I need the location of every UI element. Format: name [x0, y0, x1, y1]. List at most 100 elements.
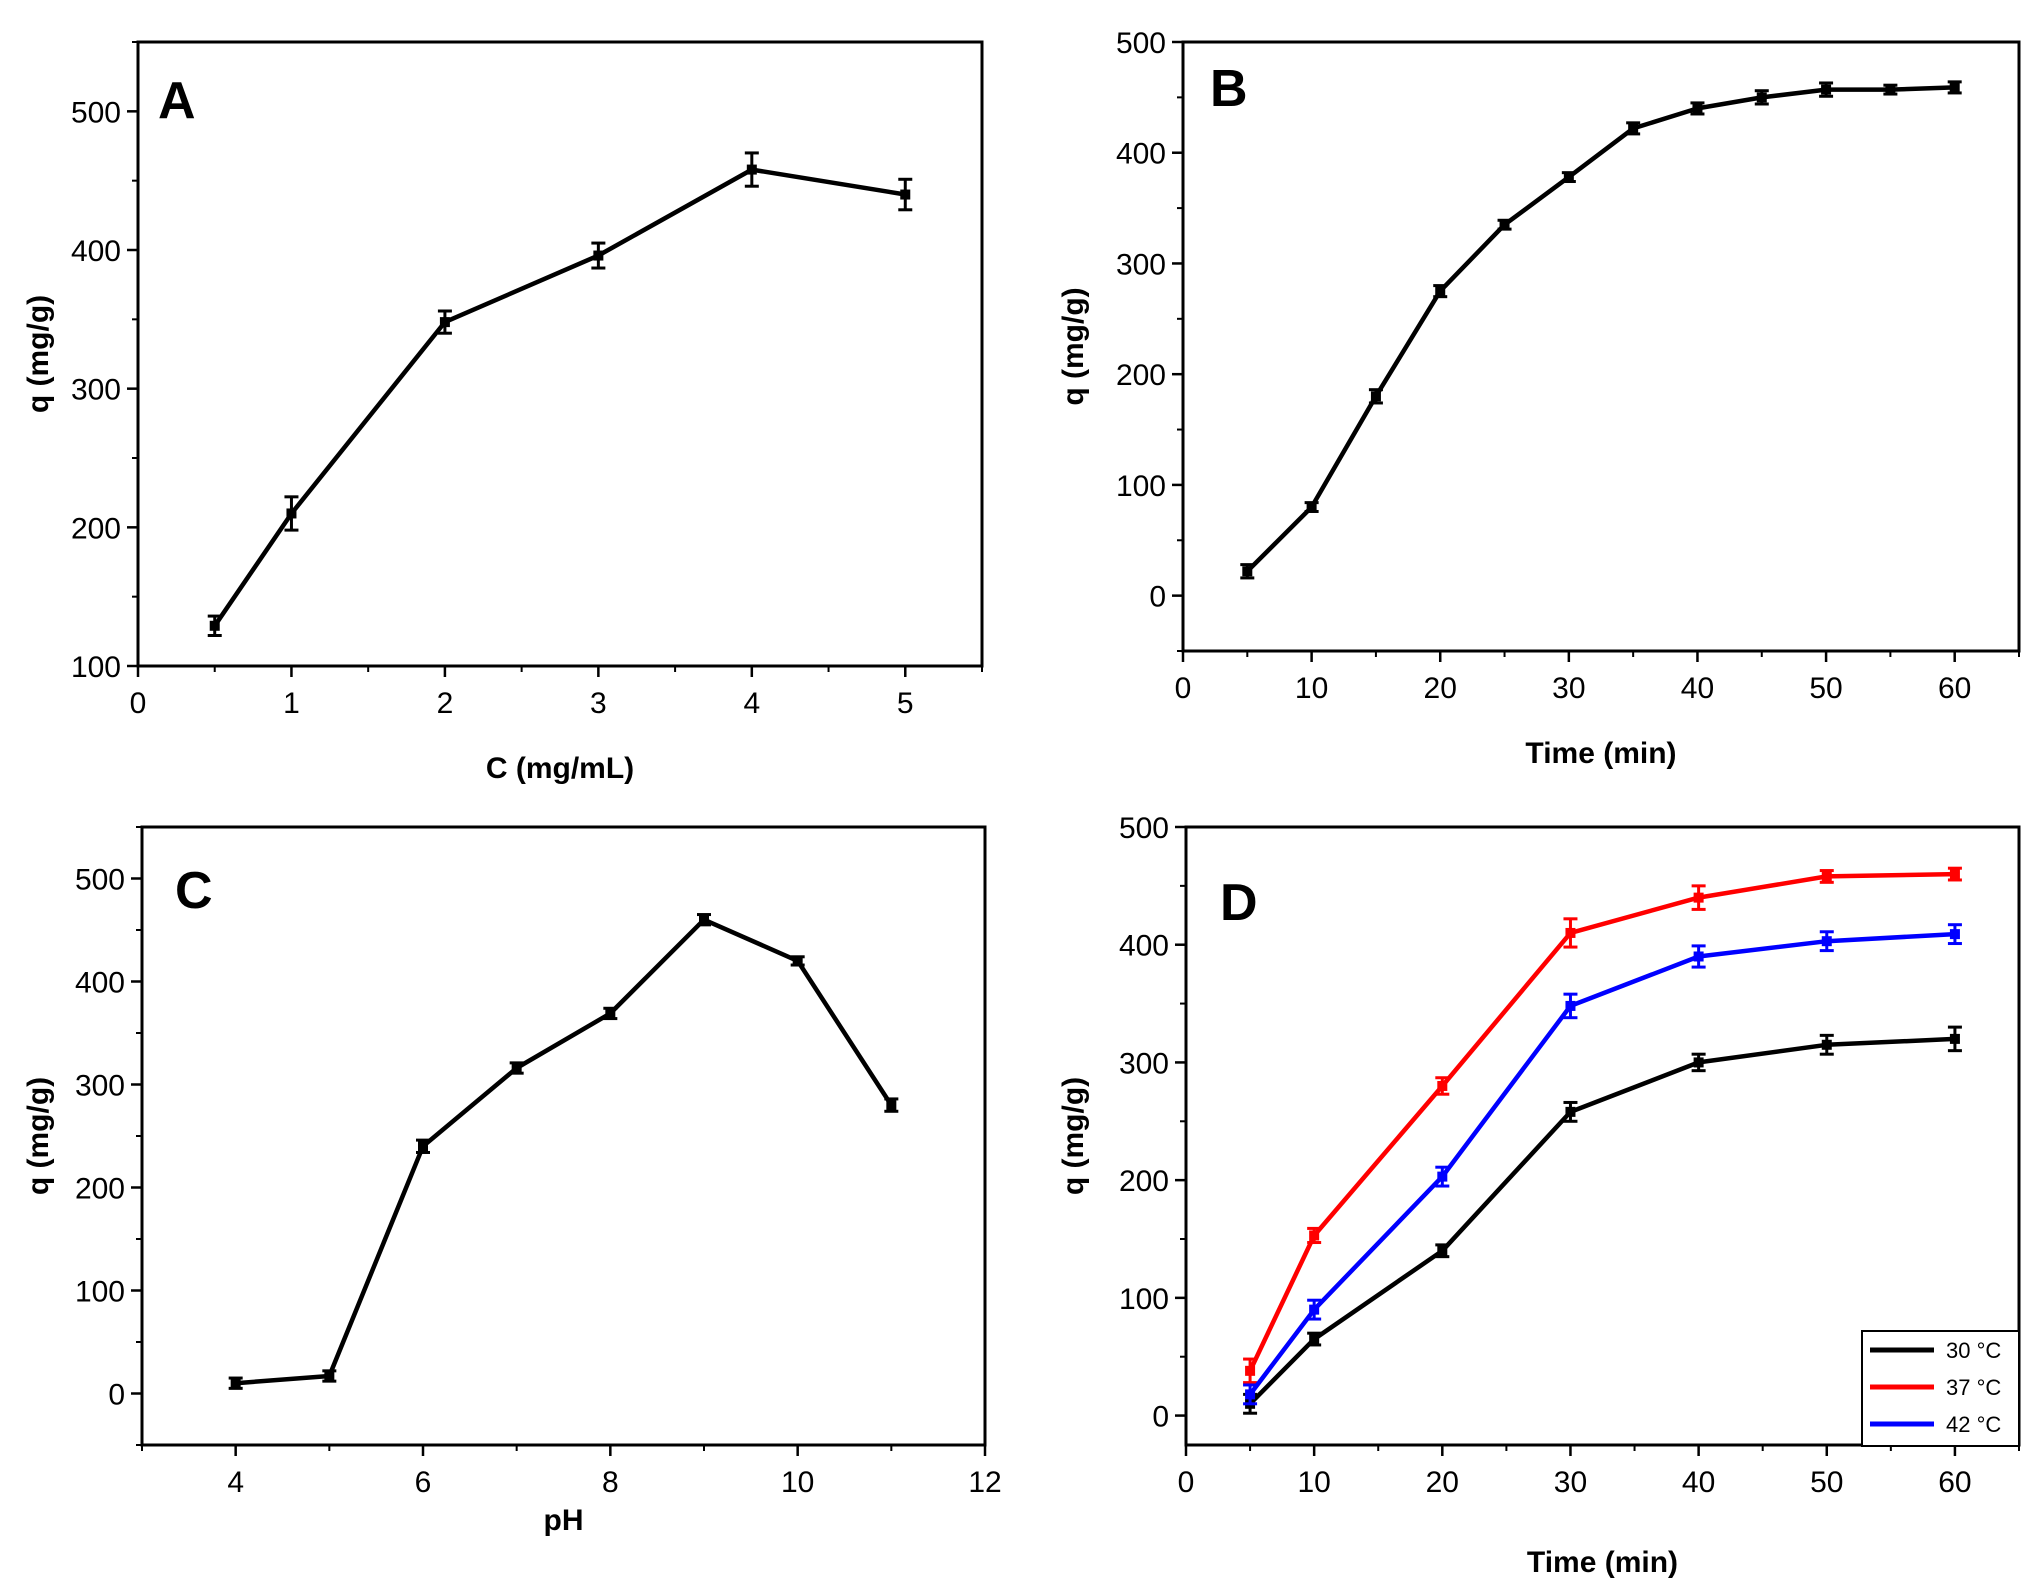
x-tick-label: 40	[1681, 672, 1714, 705]
y-tick-label: 400	[1116, 138, 1166, 171]
plot-frame	[1184, 825, 2021, 1447]
series-3	[1243, 923, 1962, 1406]
x-tick-label: 60	[1938, 1466, 1971, 1499]
series-line	[235, 917, 894, 1386]
data-point	[1245, 1365, 1256, 1376]
series-line	[1248, 931, 1956, 1396]
data-point	[1309, 1230, 1320, 1241]
legend-label: 37 °C	[1946, 1375, 2001, 1400]
x-tick-label: 10	[781, 1466, 814, 1499]
x-tick-label: 0	[130, 687, 147, 720]
data-point	[1949, 1033, 1960, 1044]
series-line	[212, 167, 906, 628]
data-point	[699, 914, 709, 925]
series-line	[1248, 1036, 1956, 1406]
x-tick-label: 50	[1810, 1466, 1843, 1499]
x-tick-label: 4	[743, 687, 760, 720]
y-tick-label: 500	[75, 864, 125, 897]
data-point	[1437, 1171, 1448, 1182]
data-point	[1245, 1389, 1256, 1400]
data-point	[439, 317, 450, 328]
legend-label: 42 °C	[1946, 1412, 2001, 1437]
data-point	[1693, 892, 1704, 903]
x-tick-label: 5	[897, 687, 914, 720]
x-tick-label: 60	[1938, 672, 1971, 705]
data-point	[418, 1141, 428, 1152]
data-point	[1885, 84, 1896, 95]
data-point	[1949, 869, 1960, 880]
series-1	[1240, 80, 1962, 580]
x-tick-label: 2	[437, 687, 454, 720]
series-1	[207, 151, 913, 637]
x-tick-label: 10	[1297, 1466, 1330, 1499]
data-point	[1370, 391, 1381, 402]
x-tick-label: 40	[1682, 1466, 1715, 1499]
series-2	[1243, 866, 1962, 1385]
series-line	[1248, 871, 1955, 1372]
y-tick-label: 100	[71, 651, 121, 684]
panel-c: 4 6 8 10 12 0 100 200 300 400 500 pH q (mg/g) C	[22, 825, 1002, 1537]
data-point	[1565, 1000, 1576, 1011]
y-tick-label: 0	[1149, 581, 1166, 614]
x-tick-label: 20	[1426, 1466, 1459, 1499]
y-tick-label: 300	[1116, 248, 1166, 281]
y-tick-label: 300	[1119, 1047, 1169, 1080]
data-point	[1499, 219, 1510, 230]
data-point	[1306, 502, 1317, 513]
y-axis-title: q (mg/g)	[22, 1077, 55, 1195]
data-point	[1949, 929, 1960, 940]
y-tick-label: 100	[1116, 470, 1166, 503]
x-tick-label: 4	[227, 1466, 244, 1499]
x-tick-label: 3	[590, 687, 607, 720]
y-tick-label: 500	[71, 96, 121, 129]
panel-letter: C	[175, 862, 213, 920]
panel-letter: A	[158, 72, 196, 130]
data-point	[511, 1063, 522, 1074]
data-point	[1949, 82, 1960, 93]
x-axis-title: Time (min)	[1527, 1546, 1678, 1579]
legend-label: 30 °C	[1946, 1338, 2001, 1363]
x-tick-label: 0	[1178, 1466, 1195, 1499]
data-point	[792, 955, 803, 966]
x-tick-label: 30	[1552, 672, 1585, 705]
data-point	[1309, 1334, 1320, 1345]
y-tick-label: 400	[1119, 930, 1169, 963]
x-axis-title: pH	[544, 1504, 584, 1537]
y-tick-label: 200	[1119, 1165, 1169, 1198]
panel-b: 0 10 20 30 40 50 60 0 100 200 300 400 500 Time (min) q…	[1057, 27, 2021, 770]
y-tick-label: 300	[71, 374, 121, 407]
data-point	[1242, 566, 1253, 577]
y-tick-label: 200	[1116, 359, 1166, 392]
y-tick-label: 200	[75, 1173, 125, 1206]
x-tick-label: 12	[968, 1466, 1001, 1499]
data-point	[1628, 123, 1639, 134]
y-axis-title: q (mg/g)	[1057, 287, 1090, 405]
data-point	[1563, 172, 1574, 183]
x-tick-label: 6	[415, 1466, 432, 1499]
x-tick-label: 8	[602, 1466, 619, 1499]
x-tick-label: 30	[1554, 1466, 1587, 1499]
data-point	[209, 620, 220, 631]
y-tick-label: 200	[71, 512, 121, 545]
data-point	[1821, 1039, 1832, 1050]
y-tick-label: 100	[75, 1276, 125, 1309]
y-tick-label: 500	[1116, 27, 1166, 60]
data-point	[1693, 1057, 1704, 1068]
data-point	[1693, 951, 1704, 962]
x-axis-title: Time (min)	[1525, 737, 1676, 770]
data-point	[1565, 1106, 1576, 1117]
y-tick-label: 0	[1152, 1401, 1169, 1434]
plot-frame	[136, 40, 984, 668]
data-point	[1435, 286, 1446, 297]
data-point	[1437, 1080, 1448, 1091]
data-point	[324, 1370, 335, 1381]
x-axis-title: C (mg/mL)	[486, 752, 634, 785]
y-tick-label: 100	[1119, 1283, 1169, 1316]
y-axis-title: q (mg/g)	[1057, 1077, 1090, 1195]
series-1	[228, 913, 899, 1390]
panel-a: 0 1 2 3 4 5 100 200 300 400 500 C (mg/mL) q (mg/g) A	[22, 40, 984, 785]
data-point	[1821, 84, 1832, 95]
data-point	[593, 250, 604, 261]
series-1	[1243, 1025, 1962, 1415]
